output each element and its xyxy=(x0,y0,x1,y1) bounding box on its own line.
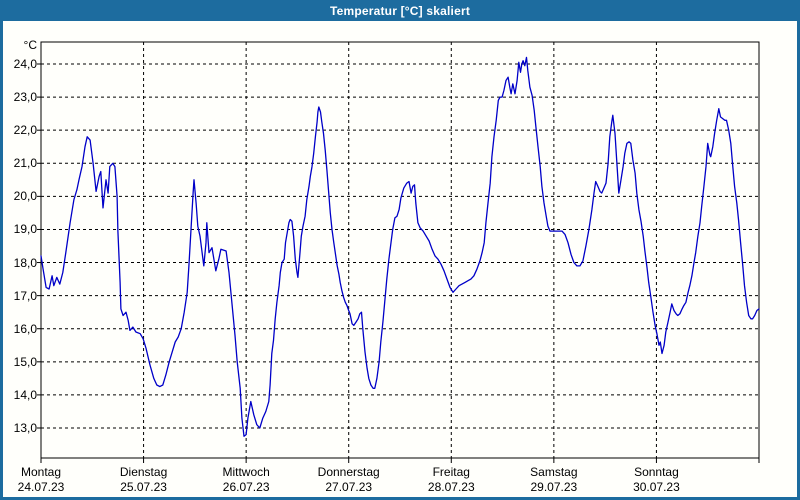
y-tick-label: 13,0 xyxy=(13,420,37,435)
x-day-name-label: Samstag xyxy=(530,465,578,479)
y-tick-label: 23,0 xyxy=(13,90,37,105)
y-tick-label: 19,0 xyxy=(13,222,37,237)
x-day-date-label: 30.07.23 xyxy=(633,480,680,494)
x-day-name-label: Freitag xyxy=(432,465,470,479)
x-day-name-label: Donnerstag xyxy=(317,465,380,479)
x-day-name-label: Sonntag xyxy=(634,465,679,479)
x-day-name-label: Dienstag xyxy=(119,465,168,479)
x-day-date-label: 25.07.23 xyxy=(120,480,167,494)
y-tick-label: 22,0 xyxy=(13,123,37,138)
y-tick-label: 16,0 xyxy=(13,321,37,336)
window-title: Temperatur [°C] skaliert xyxy=(329,3,471,18)
x-day-date-label: 24.07.23 xyxy=(17,480,65,494)
y-tick-label: 17,0 xyxy=(13,288,37,303)
x-day-date-label: 28.07.23 xyxy=(427,480,475,494)
y-tick-label: 24,0 xyxy=(13,57,37,71)
y-tick-label: 21,0 xyxy=(13,156,37,171)
y-axis-unit-label: °C xyxy=(23,38,37,52)
x-day-date-label: 29.07.23 xyxy=(530,480,578,494)
y-tick-label: 14,0 xyxy=(13,387,37,402)
chart-background xyxy=(3,21,797,497)
x-day-name-label: Mittwoch xyxy=(222,465,270,479)
x-day-name-label: Montag xyxy=(20,465,62,479)
y-tick-label: 20,0 xyxy=(13,189,37,204)
window-titlebar[interactable]: Temperatur [°C] skaliert xyxy=(0,0,800,21)
y-tick-label: 18,0 xyxy=(13,255,37,270)
y-tick-label: 15,0 xyxy=(13,354,37,369)
x-day-date-label: 26.07.23 xyxy=(222,480,270,494)
x-day-date-label: 27.07.23 xyxy=(325,480,373,494)
